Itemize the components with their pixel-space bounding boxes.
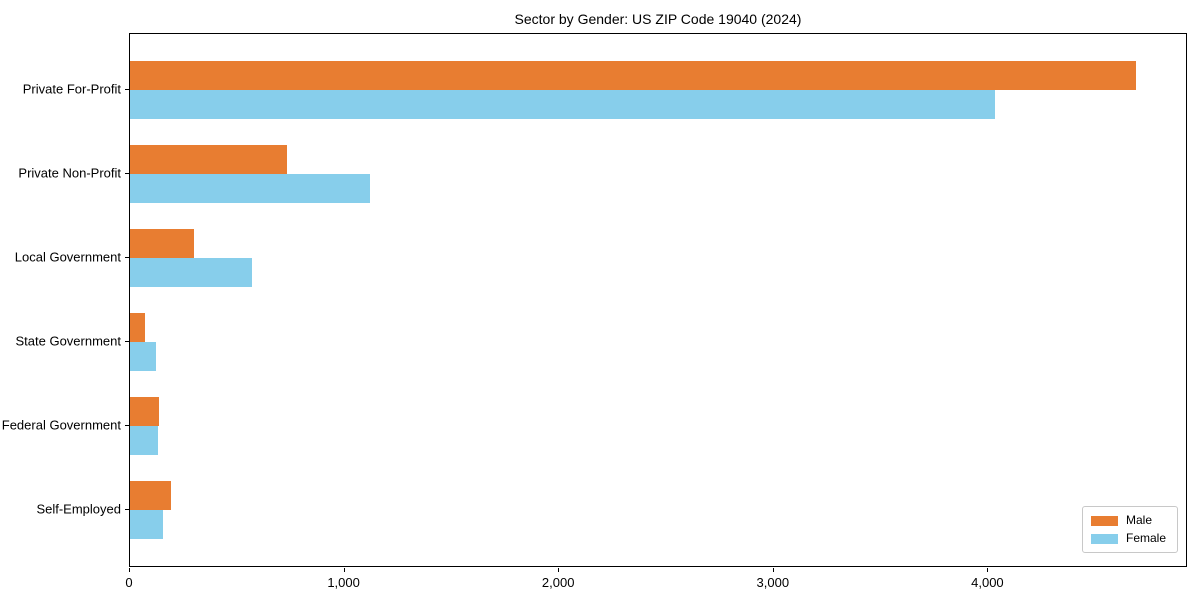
chart-title: Sector by Gender: US ZIP Code 19040 (202… [514, 11, 802, 27]
legend-swatch-male [1090, 515, 1118, 526]
y-tick-mark [125, 341, 129, 342]
bar-male-private-for-profit [130, 60, 1137, 90]
x-tick-mark [343, 568, 345, 572]
bar-female-state-government [130, 342, 156, 372]
plot-area: Male Female [129, 33, 1187, 567]
category-label-local-government: Local Government [14, 249, 121, 265]
category-label-private-for-profit: Private For-Profit [22, 81, 121, 97]
x-tick-mark [558, 568, 560, 572]
legend-label-female: Female [1125, 531, 1166, 545]
bar-female-local-government [130, 258, 253, 288]
y-tick-mark [125, 173, 129, 174]
bar-female-private-non-profit [130, 174, 371, 204]
y-tick-mark [125, 89, 129, 90]
bar-female-federal-government [130, 426, 158, 456]
bars-layer [130, 34, 1186, 566]
legend-swatch-female [1090, 533, 1118, 544]
legend-entry-female: Female [1090, 531, 1166, 545]
bar-male-private-non-profit [130, 144, 287, 174]
legend: Male Female [1081, 506, 1178, 553]
y-tick-mark [125, 509, 129, 510]
x-tick-mark [129, 568, 130, 572]
x-tick-mark [987, 568, 989, 572]
bar-male-federal-government [130, 396, 159, 426]
bar-male-self-employed [130, 480, 171, 510]
bar-female-self-employed [130, 510, 164, 540]
legend-label-male: Male [1125, 513, 1152, 527]
x-tick-label-0: 0 [125, 575, 133, 590]
category-label-private-non-profit: Private Non-Profit [18, 165, 121, 181]
y-tick-mark [125, 257, 129, 258]
category-label-self-employed: Self-Employed [36, 501, 121, 517]
category-label-state-government: State Government [15, 333, 122, 349]
legend-entry-male: Male [1090, 513, 1166, 527]
bar-male-state-government [130, 312, 146, 342]
x-tick-mark [772, 568, 774, 572]
x-tick-label-3-000: 3,000 [756, 575, 790, 590]
x-tick-label-4-000: 4,000 [971, 575, 1004, 590]
x-tick-label-1-000: 1,000 [327, 575, 360, 590]
bar-male-local-government [130, 228, 195, 258]
category-label-federal-government: Federal Government [1, 417, 121, 433]
bar-female-private-for-profit [130, 90, 995, 120]
y-tick-mark [125, 425, 129, 426]
x-tick-label-2-000: 2,000 [541, 575, 575, 590]
